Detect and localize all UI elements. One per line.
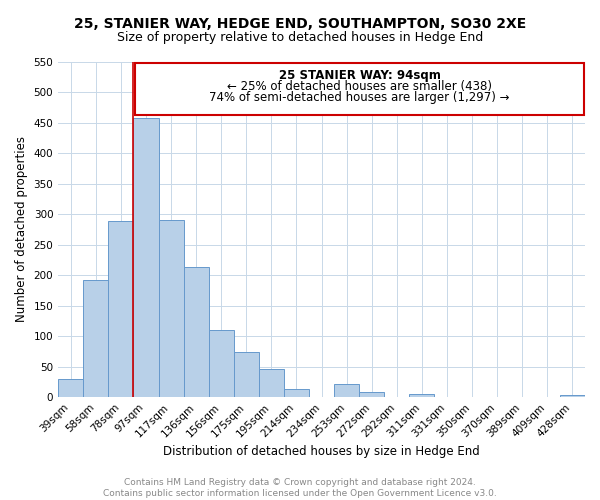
Text: 25 STANIER WAY: 94sqm: 25 STANIER WAY: 94sqm bbox=[278, 69, 440, 82]
Bar bbox=[109, 222, 133, 397]
Bar bbox=[334, 384, 359, 397]
Text: Contains HM Land Registry data © Crown copyright and database right 2024.
Contai: Contains HM Land Registry data © Crown c… bbox=[103, 478, 497, 498]
Y-axis label: Number of detached properties: Number of detached properties bbox=[15, 136, 28, 322]
Text: Size of property relative to detached houses in Hedge End: Size of property relative to detached ho… bbox=[117, 31, 483, 44]
Text: 74% of semi-detached houses are larger (1,297) →: 74% of semi-detached houses are larger (… bbox=[209, 91, 510, 104]
Bar bbox=[58, 379, 83, 397]
Text: ← 25% of detached houses are smaller (438): ← 25% of detached houses are smaller (43… bbox=[227, 80, 492, 93]
Text: 25, STANIER WAY, HEDGE END, SOUTHAMPTON, SO30 2XE: 25, STANIER WAY, HEDGE END, SOUTHAMPTON,… bbox=[74, 18, 526, 32]
Bar bbox=[184, 267, 209, 397]
Bar bbox=[158, 220, 184, 397]
Bar bbox=[209, 330, 234, 397]
Bar bbox=[83, 280, 109, 397]
Bar bbox=[359, 392, 385, 397]
FancyBboxPatch shape bbox=[136, 62, 584, 115]
Bar bbox=[133, 118, 158, 397]
Bar bbox=[560, 396, 585, 397]
Bar bbox=[409, 394, 434, 397]
Bar bbox=[284, 390, 309, 397]
X-axis label: Distribution of detached houses by size in Hedge End: Distribution of detached houses by size … bbox=[163, 444, 480, 458]
Bar bbox=[259, 369, 284, 397]
Bar bbox=[234, 352, 259, 397]
